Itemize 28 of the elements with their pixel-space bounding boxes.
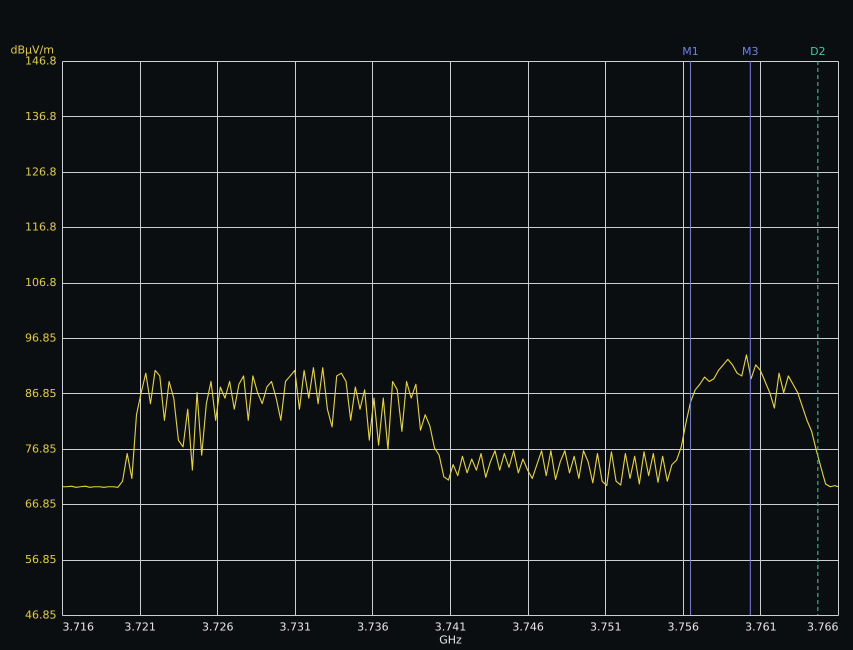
x-tick-label: 3.726	[202, 620, 234, 634]
y-tick-label: 66.85	[25, 498, 56, 511]
y-tick-label: 116.8	[25, 220, 56, 234]
x-tick-label: 3.721	[124, 620, 156, 634]
x-axis-title: GHz	[439, 634, 462, 646]
x-tick-label: 3.766	[807, 620, 838, 634]
y-tick-label: 76.85	[25, 442, 56, 456]
x-tick-label: 3.716	[62, 620, 94, 634]
y-tick-label: 86.85	[25, 386, 56, 400]
y-tick-label: 146.8	[25, 54, 56, 68]
y-tick-label: 106.8	[25, 276, 56, 290]
ref-line-label: D2	[810, 45, 826, 58]
y-tick-label: 126.8	[25, 165, 56, 178]
x-tick-label: 3.751	[590, 620, 622, 634]
y-tick-label: 46.85	[25, 608, 56, 622]
x-tick-label: 3.746	[512, 620, 544, 634]
x-tick-label: 3.741	[434, 620, 466, 634]
y-tick-label: 136.8	[25, 110, 56, 123]
x-tick-label: 3.731	[280, 620, 312, 634]
y-tick-label: 96.85	[25, 332, 56, 344]
ref-line-label: M1	[682, 45, 699, 58]
x-tick-label: 3.736	[357, 620, 389, 634]
y-tick-label: 56.85	[25, 553, 56, 566]
x-tick-label: 3.761	[745, 620, 777, 634]
line-series	[62, 354, 838, 488]
ref-line-label: M3	[742, 45, 759, 58]
x-tick-label: 3.756	[668, 620, 700, 634]
y-axis-title: dBµV/m	[10, 44, 54, 56]
